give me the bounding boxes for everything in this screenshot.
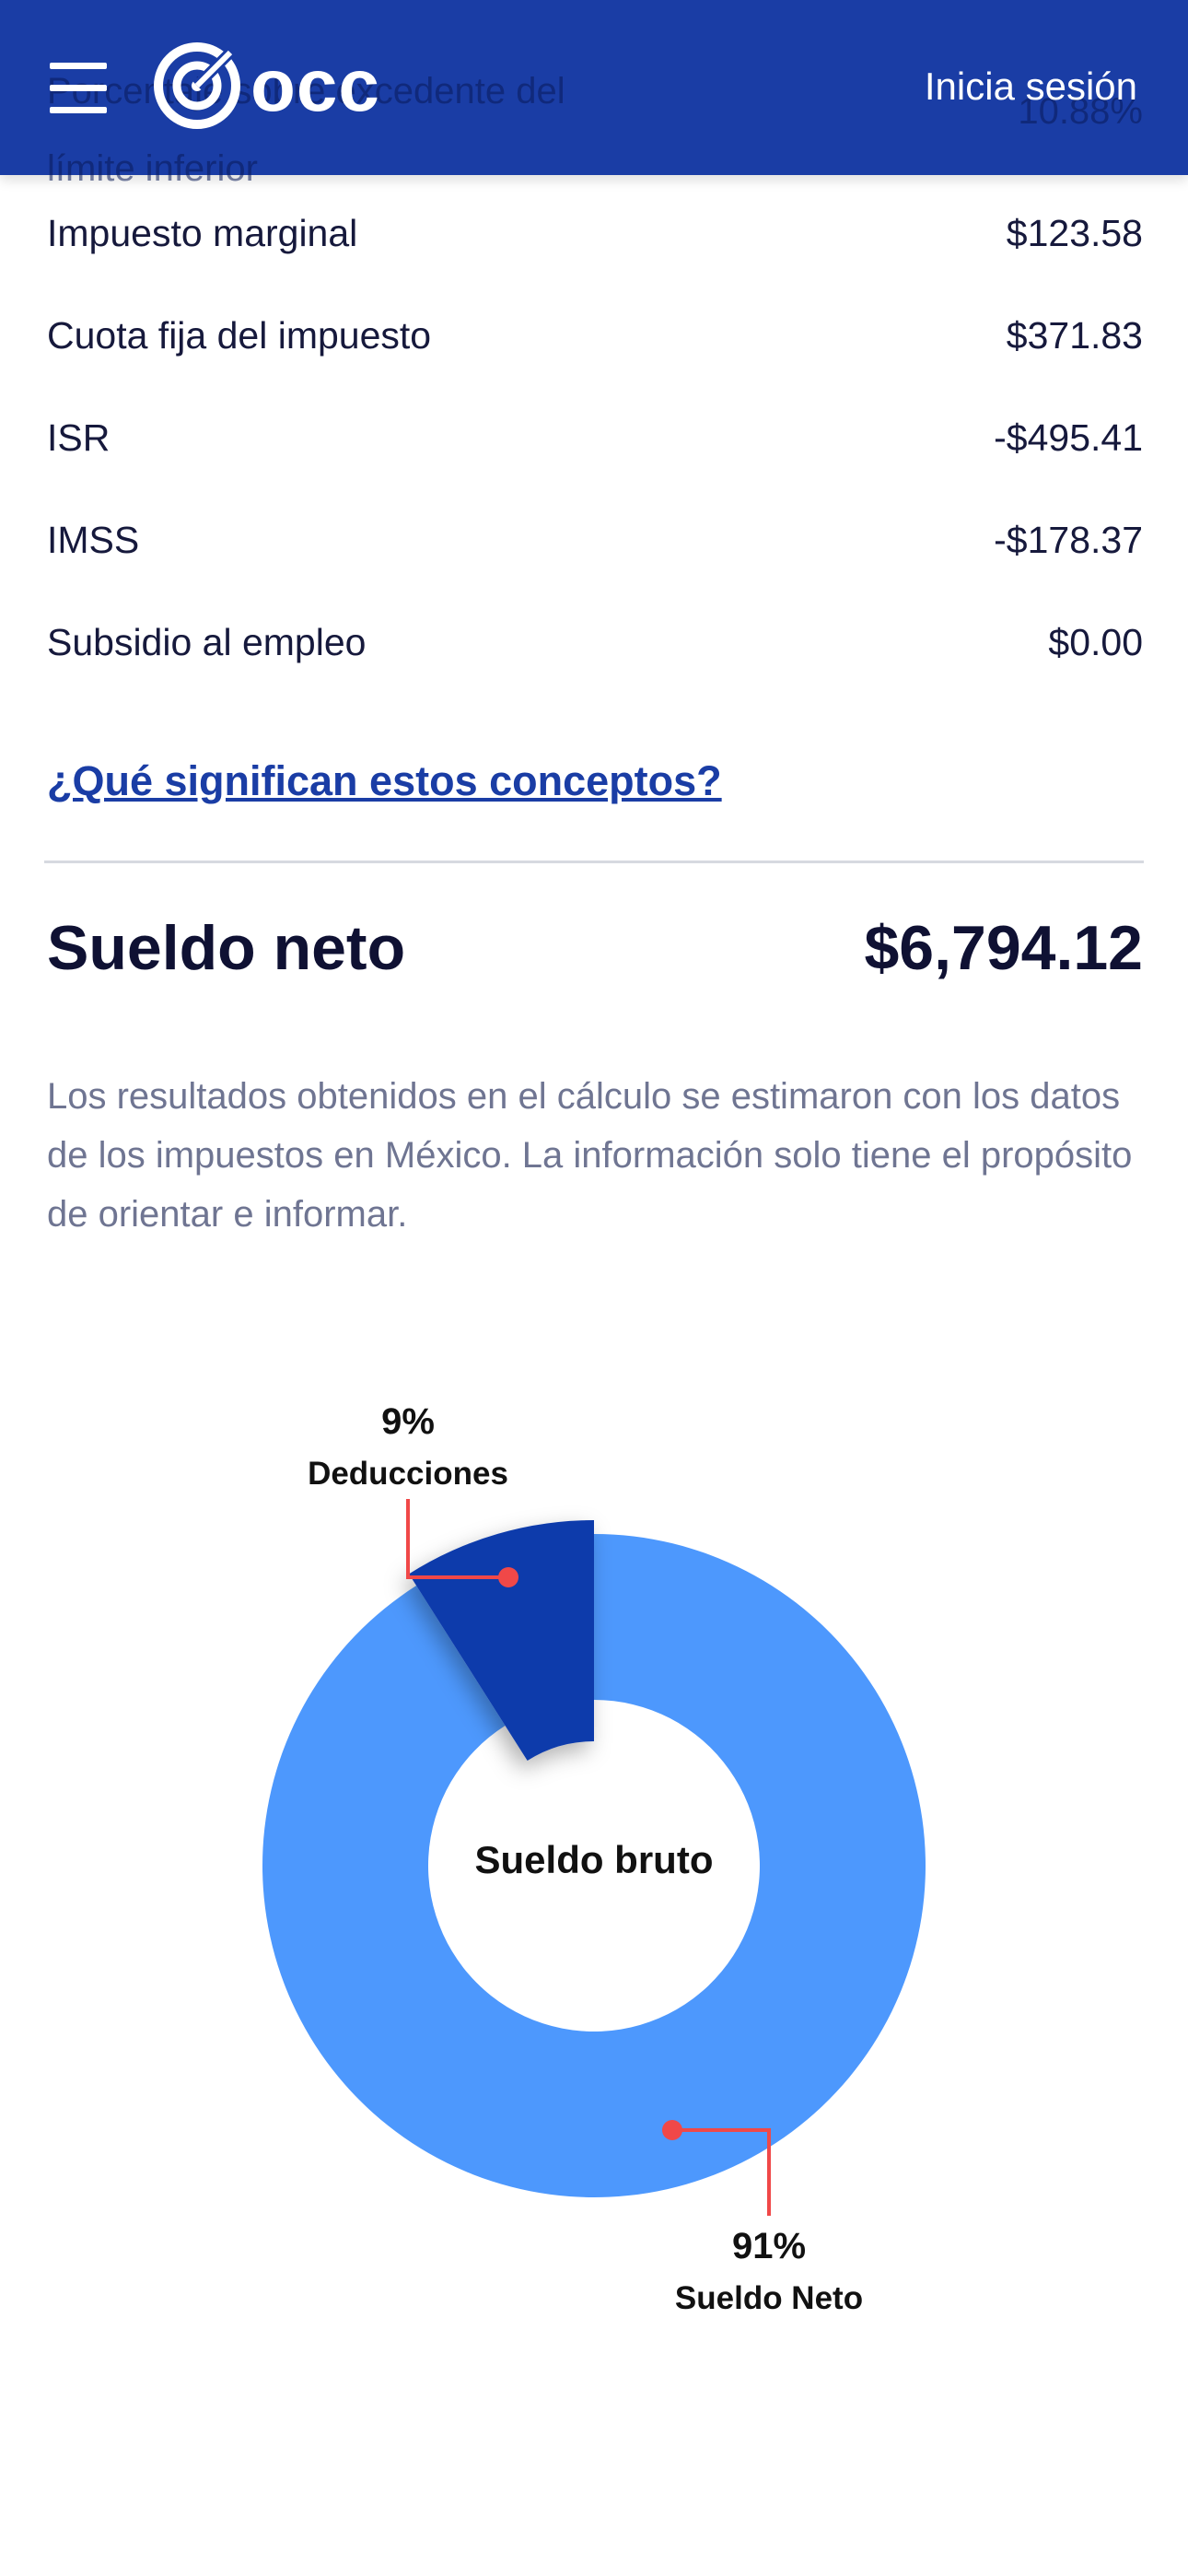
row-value: -$495.41 — [994, 416, 1143, 459]
row-value: -$178.37 — [994, 519, 1143, 561]
disclaimer-text: Los resultados obtenidos en el cálculo s… — [47, 1076, 1133, 1235]
row-value: $371.83 — [1006, 314, 1143, 357]
center-label: Sueldo bruto — [475, 1838, 714, 1881]
callout-line-deducciones — [406, 1499, 508, 1579]
list-item: Cuota fija del impuesto $371.83 — [47, 314, 1143, 416]
net-salary-value: $6,794.12 — [864, 913, 1143, 983]
occ-logo[interactable]: occ — [153, 41, 380, 130]
hamburger-menu-icon[interactable] — [50, 63, 107, 116]
net-salary-label: Sueldo neto — [47, 913, 406, 983]
list-item: Subsidio al empleo $0.00 — [47, 621, 1143, 723]
list-item: ISR -$495.41 — [47, 416, 1143, 519]
donut-slice-sueldo-neto[interactable] — [262, 1534, 926, 2197]
row-label: IMSS — [47, 519, 140, 561]
callout-line-sueldo-neto — [672, 2128, 771, 2216]
list-item: IMSS -$178.37 — [47, 519, 1143, 621]
row-value: $0.00 — [1048, 621, 1143, 663]
divider — [44, 861, 1144, 863]
salary-donut-chart: 9% Deducciones Sueldo bruto 91% Sueldo N… — [0, 1354, 1188, 2368]
slice-name-label: Sueldo Neto — [675, 2280, 863, 2316]
list-item: Impuesto marginal $123.58 — [47, 212, 1143, 314]
net-salary-row: Sueldo neto $6,794.12 — [47, 912, 1143, 984]
row-label: Subsidio al empleo — [47, 621, 367, 663]
logo-text: occ — [250, 44, 380, 126]
target-logo-icon — [154, 42, 240, 129]
tax-breakdown-list: Impuesto marginal $123.58 Cuota fija del… — [47, 212, 1143, 723]
callout-dot-deducciones — [498, 1567, 518, 1587]
donut-svg: 9% Deducciones Sueldo bruto 91% Sueldo N… — [262, 1401, 926, 2316]
slice-percent-label: 9% — [381, 1401, 435, 1442]
concepts-link[interactable]: ¿Qué significan estos conceptos? — [47, 757, 722, 804]
donut-slice-deducciones[interactable] — [409, 1520, 594, 1762]
row-label: Cuota fija del impuesto — [47, 314, 432, 357]
slice-percent-label: 91% — [732, 2226, 806, 2266]
login-link[interactable]: Inicia sesión — [924, 64, 1137, 108]
row-label: Impuesto marginal — [47, 212, 358, 254]
callout-dot-sueldo-neto — [662, 2120, 682, 2140]
row-value: $123.58 — [1006, 212, 1143, 254]
row-label: ISR — [47, 416, 111, 459]
slice-name-label: Deducciones — [308, 1456, 508, 1492]
